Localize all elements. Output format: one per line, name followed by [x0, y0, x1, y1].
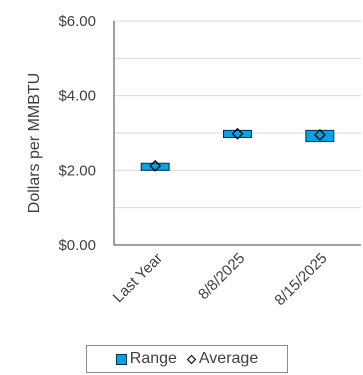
average-marker: [149, 159, 162, 172]
y-tick-label: $6.00: [58, 13, 96, 30]
axes: [113, 21, 361, 246]
y-axis-label: Dollars per MMBTU: [26, 73, 43, 213]
average-marker: [231, 127, 244, 140]
legend-range-label: Range: [129, 350, 177, 367]
legend-item-range: Range: [115, 350, 177, 368]
range-swatch-icon: [115, 353, 127, 365]
x-tick-label: 8/8/2025: [195, 250, 248, 303]
legend-average-label: Average: [198, 350, 259, 367]
x-tick-label: Last Year: [110, 250, 166, 306]
y-tick-label: $2.00: [58, 162, 96, 179]
range-bar: [140, 162, 170, 171]
x-tick-labels: Last Year 8/8/2025 8/15/2025: [110, 250, 331, 309]
range-bar: [223, 129, 252, 138]
gridlines: [114, 20, 361, 209]
legend: Range Average: [86, 345, 288, 373]
range-bars: [140, 129, 335, 171]
y-tick-labels: $0.00 $2.00 $4.00 $6.00: [58, 13, 96, 254]
average-marker: [313, 128, 326, 141]
diamond-icon: [186, 354, 196, 364]
y-tick-label: $0.00: [58, 237, 96, 254]
average-markers: [149, 127, 326, 172]
x-tick-label: 8/15/2025: [271, 250, 330, 309]
legend-item-average: Average: [186, 350, 259, 368]
y-tick-label: $4.00: [58, 88, 96, 105]
